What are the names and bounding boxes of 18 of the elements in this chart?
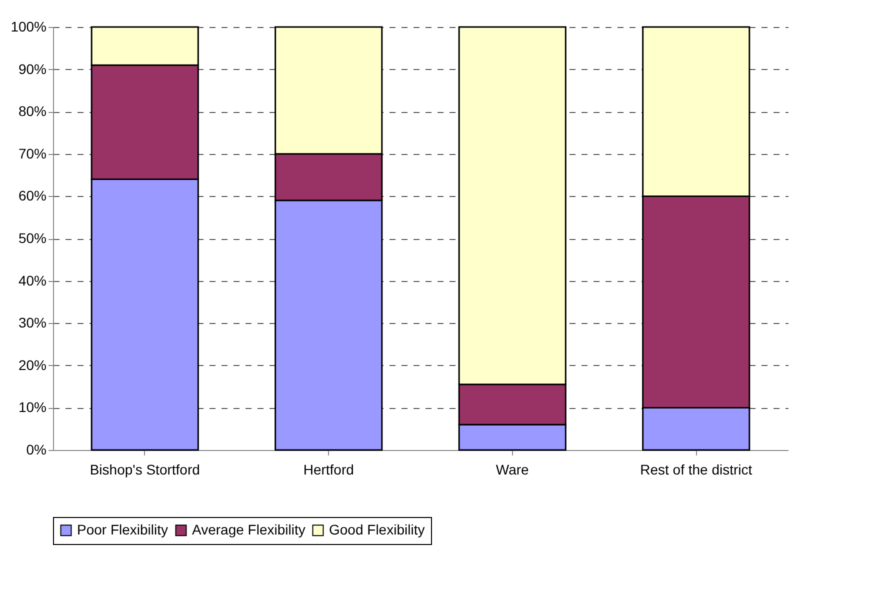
legend-label: Good Flexibility (329, 521, 425, 538)
y-tick-label: 0% (26, 442, 46, 458)
legend-label: Average Flexibility (192, 521, 306, 538)
y-tick-label: 60% (18, 188, 46, 204)
x-tick-label: Bishop's Stortford (90, 462, 200, 478)
y-tick-label: 50% (18, 230, 46, 246)
y-tick-label: 100% (10, 18, 46, 34)
y-tick-label: 40% (18, 272, 46, 288)
y-tick-label: 30% (18, 314, 46, 331)
y-tick-label: 10% (18, 399, 46, 416)
legend-label: Poor Flexibility (77, 521, 168, 538)
y-tick-label: 80% (18, 103, 46, 120)
x-tick-label: Hertford (303, 462, 354, 478)
x-tick-label: Ware (496, 462, 530, 478)
y-tick-label: 90% (18, 60, 46, 77)
y-tick-label: 20% (18, 356, 46, 373)
x-tick-label: Rest of the district (640, 462, 752, 478)
y-tick-label: 70% (18, 145, 46, 162)
